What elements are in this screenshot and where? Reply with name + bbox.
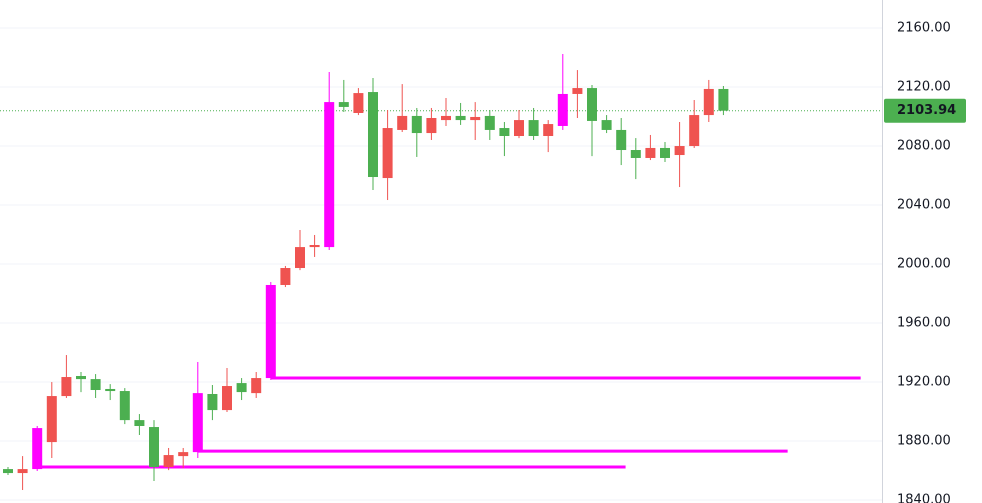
candle-body [338,102,349,107]
candle-body [601,120,612,130]
candle-body [528,120,539,137]
candle-body [207,393,218,411]
candle-body [295,247,305,269]
candle-body [32,428,43,470]
candle-body [514,120,524,137]
candle-body [149,427,159,468]
y-tick-label: 1880.00 [897,434,951,449]
candle-body [105,388,116,392]
y-tick-label: 2000.00 [897,257,951,272]
candle-body [251,378,262,394]
candle-body [630,150,641,158]
candle-body [616,129,627,151]
candle-body [17,469,28,474]
candle-body [178,452,189,457]
candle-body [192,393,203,453]
y-tick-label: 2040.00 [897,198,951,213]
candle-body [411,115,422,134]
candle-body [484,115,495,130]
candle-body [280,268,291,285]
candle-body [222,386,232,411]
last-price-label: 2103.94 [897,103,956,118]
candle-body [134,420,145,427]
candle-body [236,383,247,393]
candle-body [76,375,86,380]
candle-body [718,88,729,111]
candle-body [397,115,408,130]
candle-body [470,116,481,121]
candle-body [587,88,597,121]
candle-body [426,118,437,134]
candle-body [499,128,510,137]
candle-body [309,245,320,248]
candle-body [645,147,656,158]
candle-body [543,124,554,137]
y-tick-label: 2120.00 [897,80,951,95]
candle-body [368,92,378,178]
last-price-badge [884,98,966,123]
candle-body [90,379,101,391]
candle-body [572,88,583,94]
candle-body [660,147,670,158]
candle-body [119,391,130,421]
y-tick-label: 1840.00 [897,493,951,503]
candle-body [455,115,466,121]
candle-body [3,469,13,474]
candle-body [674,146,685,156]
candle-body [163,455,174,468]
y-tick-label: 2160.00 [897,21,951,36]
candle-body [46,396,57,443]
y-tick-label: 2080.00 [897,139,951,154]
y-tick-label: 1920.00 [897,375,951,390]
candle-body [382,128,393,179]
y-tick-label: 1960.00 [897,316,951,331]
candle-body [441,115,451,121]
candle-body [353,93,364,113]
candle-body [703,88,714,116]
candle-body [557,93,568,126]
candle-body [689,115,700,147]
candle-body [61,377,72,397]
candle-body [324,102,335,248]
candle-body [265,284,276,379]
